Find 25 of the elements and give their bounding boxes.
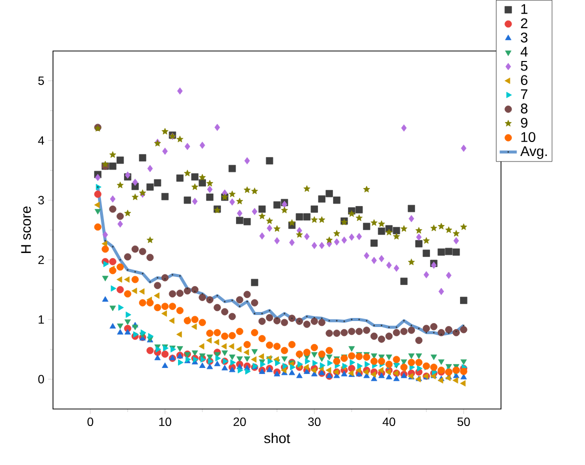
y-axis-title: H score — [21, 206, 31, 253]
x-tick-label: 20 — [234, 418, 246, 426]
legend-label: 5 — [520, 61, 528, 71]
y-tick-label: 4 — [38, 136, 44, 145]
legend-label: 4 — [520, 46, 528, 57]
legend-label: 7 — [521, 89, 528, 100]
legend-label: Avg. — [520, 146, 547, 159]
legend-label: 6 — [520, 75, 528, 86]
y-tick-label: 5 — [38, 76, 44, 86]
legend-label: 8 — [520, 104, 528, 114]
x-axis-title: shot — [264, 432, 290, 444]
x-tick-label: 30 — [308, 418, 321, 426]
legend-label: 1 — [521, 4, 528, 14]
legend-label: 9 — [520, 118, 528, 128]
y-tick-label: 0 — [38, 374, 44, 384]
legend-label: 2 — [520, 18, 528, 28]
x-tick-label: 40 — [382, 418, 396, 426]
y-tick-label: 1 — [38, 315, 44, 324]
legend-label: 3 — [520, 32, 528, 43]
x-tick-label: 10 — [159, 418, 172, 426]
legend-label: 10 — [521, 132, 536, 142]
x-tick-label: 0 — [87, 418, 94, 426]
y-tick-label: 2 — [38, 256, 44, 264]
x-tick-label: 50 — [457, 418, 470, 426]
y-tick-label: 3 — [38, 196, 44, 204]
